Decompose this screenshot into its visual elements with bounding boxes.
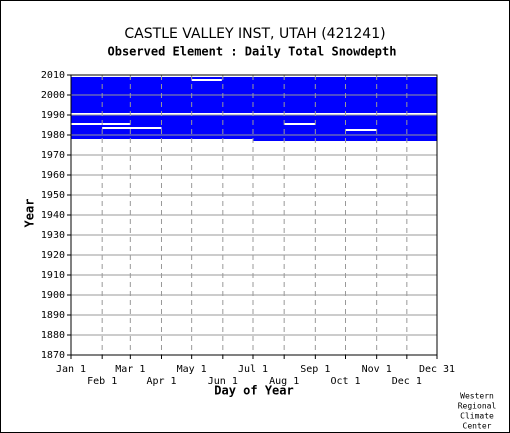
chart-subtitle: Observed Element : Daily Total Snowdepth	[108, 45, 397, 59]
gap-block	[191, 79, 222, 81]
x-tick-label: Aug 1	[269, 376, 299, 387]
credit: Climate	[460, 412, 494, 421]
y-tick-label: 2000	[41, 90, 65, 101]
y-tick-label: 1870	[41, 350, 65, 361]
x-tick-label: Dec 1	[392, 376, 422, 387]
y-tick-label: 1960	[41, 170, 65, 181]
x-tick-label: Feb 1	[87, 376, 117, 387]
x-tick-label: Oct 1	[330, 376, 360, 387]
gap-block	[71, 123, 131, 125]
gap-block	[71, 113, 437, 115]
credit: Center	[463, 422, 492, 431]
y-tick-label: 1910	[41, 270, 65, 281]
y-axis-label: Year	[23, 199, 37, 228]
credit: Western	[460, 392, 494, 401]
plot-border	[70, 74, 438, 356]
x-axis-label: Day of Year	[214, 384, 293, 398]
x-tick-label: Nov 1	[362, 364, 392, 375]
y-tick-label: 1900	[41, 290, 65, 301]
y-tick-label: 1940	[41, 210, 65, 221]
y-tick-label: 1880	[41, 330, 65, 341]
y-tick-label: 1920	[41, 250, 65, 261]
x-tick-label: Jun 1	[208, 376, 238, 387]
x-tick-label: Sep 1	[300, 364, 330, 375]
x-tick-label: Jul 1	[238, 364, 268, 375]
y-tick-label: 1980	[41, 130, 65, 141]
gap-block	[284, 123, 316, 125]
credit: Regional	[458, 402, 497, 411]
x-tick-label: May 1	[177, 364, 207, 375]
gap-block	[71, 139, 253, 141]
y-tick-label: 1930	[41, 230, 65, 241]
x-tick-label: Dec 31	[419, 364, 455, 375]
x-tick-label: Mar 1	[115, 364, 145, 375]
y-tick-label: 1990	[41, 110, 65, 121]
y-tick-label: 1970	[41, 150, 65, 161]
y-tick-label: 1890	[41, 310, 65, 321]
y-tick-label: 2010	[41, 70, 65, 81]
data-block	[71, 77, 437, 141]
x-tick-label: Apr 1	[146, 376, 176, 387]
x-tick-label: Jan 1	[56, 364, 86, 375]
gap-block	[102, 127, 162, 129]
chart-title: CASTLE VALLEY INST, UTAH (421241)	[124, 26, 385, 42]
gap-block	[345, 129, 377, 131]
y-tick-label: 1950	[41, 190, 65, 201]
